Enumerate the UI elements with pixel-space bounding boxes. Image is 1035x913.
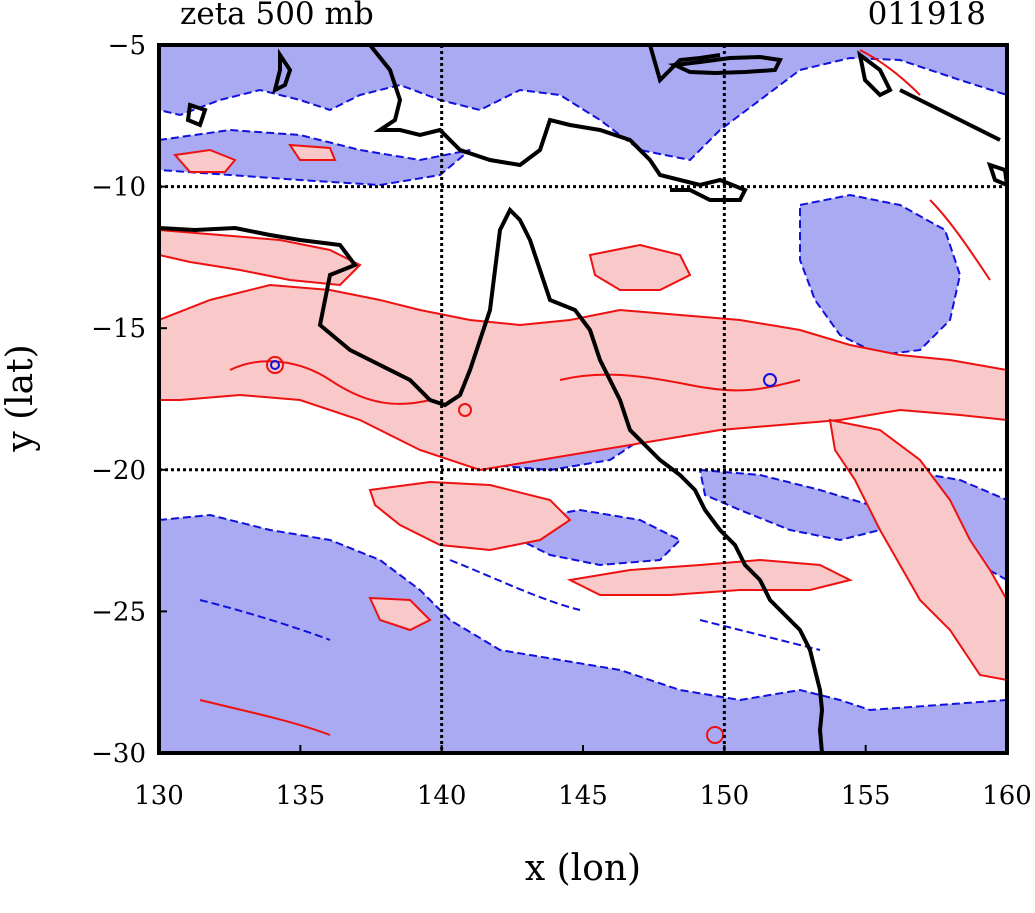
x-axis-ticks: 130 135 140 145 150 155 160 (134, 745, 1032, 811)
y-tick-label: −10 (91, 173, 146, 203)
y-axis-ticks: −5 −10 −15 −20 −25 −30 (91, 31, 167, 769)
x-tick-label: 130 (134, 781, 184, 811)
x-tick-label: 135 (276, 781, 326, 811)
pos-region-north-center (588, 243, 692, 291)
x-tick-label: 150 (700, 781, 750, 811)
pos-region-southeast-tail (828, 418, 1007, 682)
y-axis-label: y (lat) (0, 344, 41, 452)
y-tick-label: −25 (91, 597, 146, 627)
coastline-australia (159, 206, 825, 753)
y-tick-label: −20 (91, 456, 146, 486)
coastline-island-3 (899, 88, 1001, 142)
coastline-island-6 (986, 161, 1007, 188)
pos-region-south-center (368, 480, 572, 552)
pos-region-south-band (566, 558, 853, 596)
coastline (159, 45, 1007, 753)
pos-region-nw-blob (173, 148, 237, 173)
x-tick-label: 145 (558, 781, 608, 811)
coastline-island-5 (185, 102, 208, 128)
y-tick-label: −5 (108, 31, 146, 61)
pos-region-northwest (159, 228, 362, 287)
positive-vorticity-regions (159, 143, 1007, 682)
x-tick-label: 160 (982, 781, 1032, 811)
x-tick-label: 155 (841, 781, 891, 811)
coastline-island-4 (272, 48, 293, 94)
pos-region-main-band (159, 283, 1007, 472)
coastline-island-1 (667, 54, 784, 76)
x-axis-label: x (lon) (525, 848, 641, 889)
x-tick-label: 140 (417, 781, 467, 811)
map-title: zeta 500 mb (180, 0, 374, 32)
y-tick-label: −15 (91, 314, 146, 344)
neg-region-north (159, 45, 1007, 162)
coastline-island-2 (857, 50, 893, 98)
coastline-new-guinea (368, 45, 748, 202)
neg-region-southwest (159, 513, 1007, 753)
coastline-png-north (648, 45, 721, 84)
pos-region-sw-strip (368, 596, 432, 632)
map-date-label: 011918 (868, 0, 986, 32)
neg-region-mid-east (698, 468, 882, 542)
pos-region-north-strip (288, 143, 337, 161)
grid-lines (159, 45, 1007, 753)
plot-area (159, 45, 1007, 753)
y-tick-label: −30 (91, 739, 146, 769)
neg-region-east (799, 193, 962, 357)
